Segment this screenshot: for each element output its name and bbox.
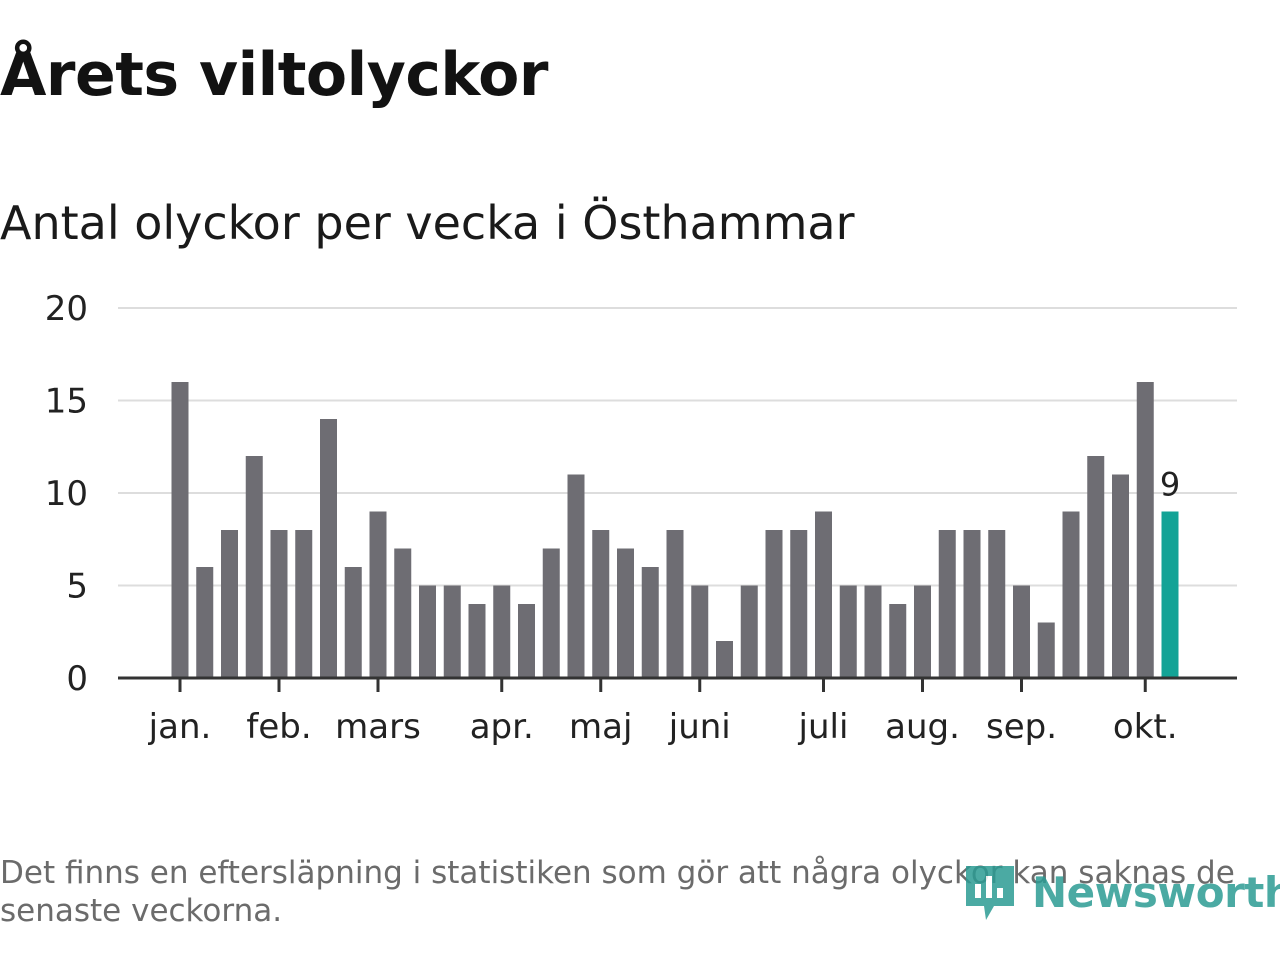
bar [245, 456, 263, 678]
y-tick-label: 5 [66, 567, 88, 607]
data-label: 9 [1160, 466, 1180, 504]
bar [394, 548, 412, 678]
x-tick-label: jan. [148, 707, 212, 747]
x-tick-label: okt. [1113, 707, 1178, 747]
x-tick-label: apr. [470, 707, 534, 747]
x-tick-label: sep. [986, 707, 1057, 747]
y-axis-tick-labels: 0 5 10 15 20 [45, 289, 88, 699]
x-tick-label: aug. [885, 707, 960, 747]
footnote: Det finns en eftersläpning i statistiken… [0, 855, 1235, 929]
bar [691, 585, 709, 678]
bar [988, 530, 1006, 678]
bar [963, 530, 981, 678]
bar [790, 530, 808, 678]
newsworthy-logo-icon [966, 866, 1014, 920]
bar [1037, 622, 1055, 678]
x-tick-label: feb. [246, 707, 311, 747]
bar [567, 474, 585, 678]
bar [641, 567, 659, 678]
bar [1013, 585, 1030, 678]
y-tick-label: 15 [45, 382, 88, 422]
bar [468, 604, 486, 678]
bar [419, 585, 436, 678]
bar [1087, 456, 1105, 678]
bar [443, 585, 461, 678]
bar-highlight [1161, 511, 1179, 678]
bar [493, 585, 511, 678]
bar-chart: 0 5 10 15 20 jan. feb. mars apr. maj juni juli aug.… [45, 289, 1237, 747]
bars [171, 382, 1179, 678]
bar [542, 548, 560, 678]
bar [592, 530, 610, 678]
bar [864, 585, 882, 678]
chart-title: Årets viltolyckor [0, 40, 549, 110]
x-tick-label: juni [668, 707, 731, 747]
bar [1136, 382, 1154, 678]
bar [1062, 511, 1080, 678]
bar [716, 641, 733, 678]
bar [369, 511, 387, 678]
bar [344, 567, 362, 678]
bar [320, 419, 337, 678]
brand-name: Newsworthy [1032, 867, 1280, 917]
y-tick-label: 20 [45, 289, 88, 329]
y-tick-label: 10 [45, 474, 88, 514]
bar [889, 604, 907, 678]
brand-logo: Newsworthy [964, 860, 1280, 924]
bar [270, 530, 288, 678]
x-axis: jan. feb. mars apr. maj juni juli aug. sep. okt. [118, 676, 1237, 747]
bar [1112, 474, 1129, 678]
chart-subtitle: Antal olyckor per vecka i Östhammar [0, 196, 855, 250]
bar [914, 585, 931, 678]
x-tick-label: maj [569, 707, 632, 747]
bar [518, 604, 535, 678]
x-tick-label: juli [798, 707, 849, 747]
bar [815, 511, 832, 678]
bar [295, 530, 313, 678]
bar [221, 530, 238, 678]
data-labels: 9 [1160, 466, 1180, 504]
y-tick-label: 0 [66, 659, 88, 699]
x-tick-label: mars [335, 707, 421, 747]
bar [938, 530, 956, 678]
bar [171, 382, 189, 678]
bar [740, 585, 758, 678]
bar [666, 530, 684, 678]
bar [196, 567, 214, 678]
bar [839, 585, 857, 678]
bar [765, 530, 783, 678]
bar [617, 548, 634, 678]
